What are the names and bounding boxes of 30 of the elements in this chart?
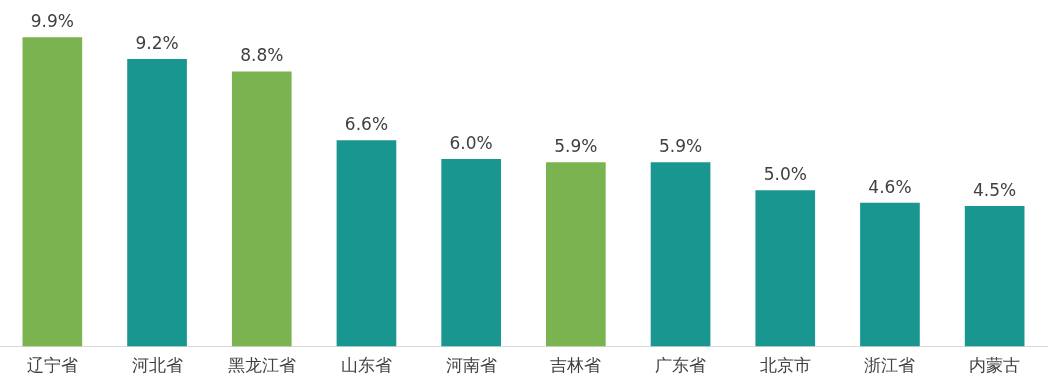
x-tick-label: 河北省 [131, 355, 183, 376]
bar [546, 162, 606, 347]
x-tick-label: 辽宁省 [26, 355, 78, 376]
data-label: 4.6% [868, 176, 912, 197]
bar [755, 190, 816, 347]
bar [127, 59, 187, 347]
x-tick-label: 黑龙江省 [227, 355, 296, 376]
data-label: 9.9% [30, 11, 74, 32]
x-tick-label: 广东省 [655, 355, 707, 376]
bar [336, 140, 397, 347]
bar [22, 37, 83, 347]
x-tick-label: 浙江省 [864, 355, 916, 376]
data-label: 4.5% [973, 179, 1017, 200]
bar [231, 71, 292, 347]
data-label: 5.0% [763, 164, 807, 185]
x-tick-label: 内蒙古 [969, 355, 1021, 376]
bar [650, 162, 711, 347]
bar [964, 205, 1025, 347]
x-tick-label: 河南省 [445, 355, 497, 376]
bar [860, 202, 920, 347]
data-label: 8.8% [240, 45, 284, 66]
data-label: 6.6% [344, 114, 389, 135]
x-tick-label: 北京市 [759, 355, 811, 376]
bar [441, 159, 501, 347]
data-label: 6.0% [449, 132, 493, 153]
x-tick-label: 吉林省 [550, 355, 602, 376]
data-label: 5.9% [658, 136, 703, 157]
data-label: 9.2% [135, 32, 179, 53]
data-label: 5.9% [554, 136, 598, 157]
x-tick-label: 山东省 [340, 355, 392, 376]
